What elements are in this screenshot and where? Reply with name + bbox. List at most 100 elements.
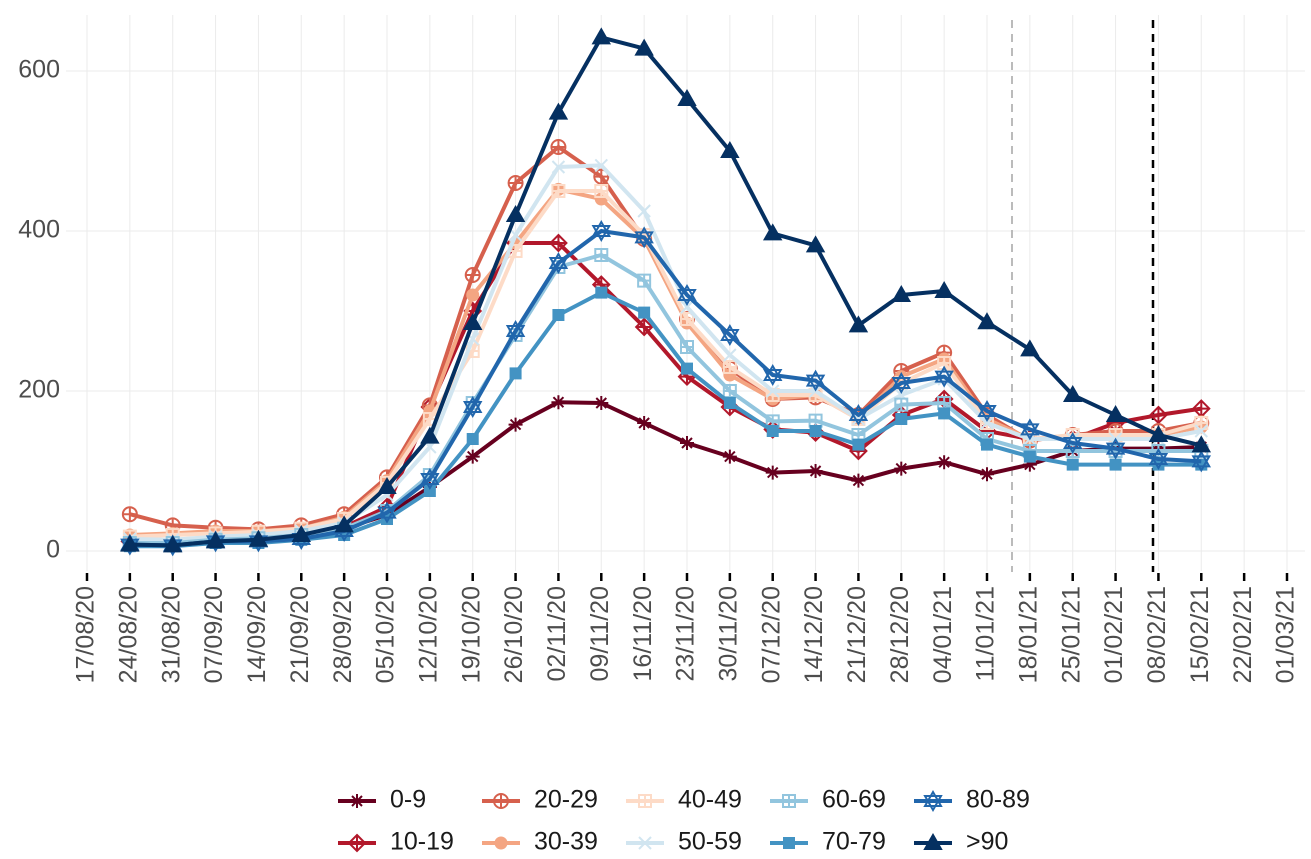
marker-part (977, 312, 997, 330)
marker-part (291, 524, 312, 542)
marker (1105, 404, 1126, 422)
marker (594, 248, 609, 262)
marker (1149, 405, 1168, 425)
marker (1105, 437, 1126, 460)
marker-part (549, 233, 568, 253)
marker-part (1194, 424, 1208, 438)
marker (894, 397, 909, 412)
marker (550, 139, 567, 155)
marker-part (1191, 399, 1211, 419)
marker (162, 535, 183, 553)
marker (805, 369, 826, 392)
marker (680, 300, 694, 314)
x-tick-label: 01/03/21 (1272, 586, 1300, 683)
marker (934, 365, 954, 388)
x-tick-label: 24/08/20 (114, 586, 142, 683)
marker-part (895, 413, 908, 425)
marker (923, 832, 943, 850)
marker-part (677, 283, 697, 307)
marker (462, 395, 483, 419)
marker (377, 476, 397, 494)
marker (121, 506, 138, 523)
marker (722, 449, 737, 464)
marker-part (505, 319, 526, 343)
x-tick-label: 16/11/20 (629, 586, 657, 681)
marker-part (122, 507, 137, 522)
marker (765, 465, 780, 480)
marker-part (723, 397, 736, 409)
marker (677, 88, 697, 106)
x-tick-label: 22/02/21 (1229, 586, 1257, 683)
marker-part (508, 417, 523, 432)
x-tick-label: 14/09/20 (243, 586, 271, 683)
marker-part (634, 38, 654, 56)
marker (595, 286, 608, 299)
legend-item: >90 (914, 828, 1008, 856)
marker-part (347, 833, 367, 853)
marker-part (377, 501, 397, 524)
series-line (129, 290, 1202, 549)
x-tick-label: 04/01/21 (929, 586, 957, 683)
marker (420, 426, 440, 444)
legend-label: 80-89 (966, 786, 1030, 814)
marker-part (723, 368, 737, 382)
marker (766, 384, 780, 398)
marker (808, 464, 823, 478)
marker (677, 283, 697, 307)
marker-part (377, 476, 397, 494)
marker (1020, 418, 1040, 441)
marker-part (1062, 384, 1083, 402)
marker (638, 836, 652, 850)
marker (1066, 458, 1079, 471)
marker-part (937, 396, 952, 410)
legend-item: 40-49 (626, 786, 742, 814)
marker-part (1020, 339, 1040, 357)
marker-part (923, 789, 943, 813)
marker-part (680, 340, 694, 354)
marker-part (465, 268, 480, 282)
marker (548, 102, 569, 120)
marker (248, 529, 269, 547)
marker (680, 436, 694, 450)
marker (507, 175, 524, 191)
marker (805, 235, 826, 253)
marker (891, 284, 912, 302)
marker-part (937, 455, 952, 470)
marker-part (1105, 404, 1126, 422)
x-tick-label: 31/08/20 (157, 586, 185, 683)
marker-part (1022, 457, 1037, 472)
y-tick-label: 400 (18, 216, 60, 244)
marker (494, 836, 508, 850)
marker-part (508, 228, 523, 242)
marker-part (680, 436, 694, 450)
marker (465, 449, 480, 464)
marker (638, 306, 651, 319)
marker-part (808, 464, 823, 478)
marker (762, 363, 783, 387)
marker (852, 438, 865, 451)
marker (466, 288, 480, 302)
marker (551, 160, 566, 174)
series-line (129, 163, 1202, 542)
x-tick-label: 26/10/20 (500, 586, 528, 683)
x-tick-label: 12/10/20 (414, 586, 442, 683)
marker (766, 425, 779, 437)
marker-part (720, 323, 740, 347)
x-tick-label: 14/12/20 (800, 586, 828, 683)
marker-part (120, 534, 140, 552)
marker (1148, 447, 1169, 471)
marker (937, 396, 952, 410)
marker-part (851, 473, 866, 488)
y-tick-label: 200 (18, 376, 60, 404)
marker-part (634, 317, 654, 337)
marker-part (980, 467, 994, 482)
marker-part (891, 371, 912, 395)
marker (1191, 399, 1211, 419)
marker-part (591, 219, 612, 243)
marker-part (894, 461, 909, 476)
marker (594, 158, 608, 173)
legend-label: 20-29 (534, 786, 598, 814)
marker-part (637, 273, 652, 288)
marker (594, 184, 609, 198)
marker-part (462, 312, 483, 330)
